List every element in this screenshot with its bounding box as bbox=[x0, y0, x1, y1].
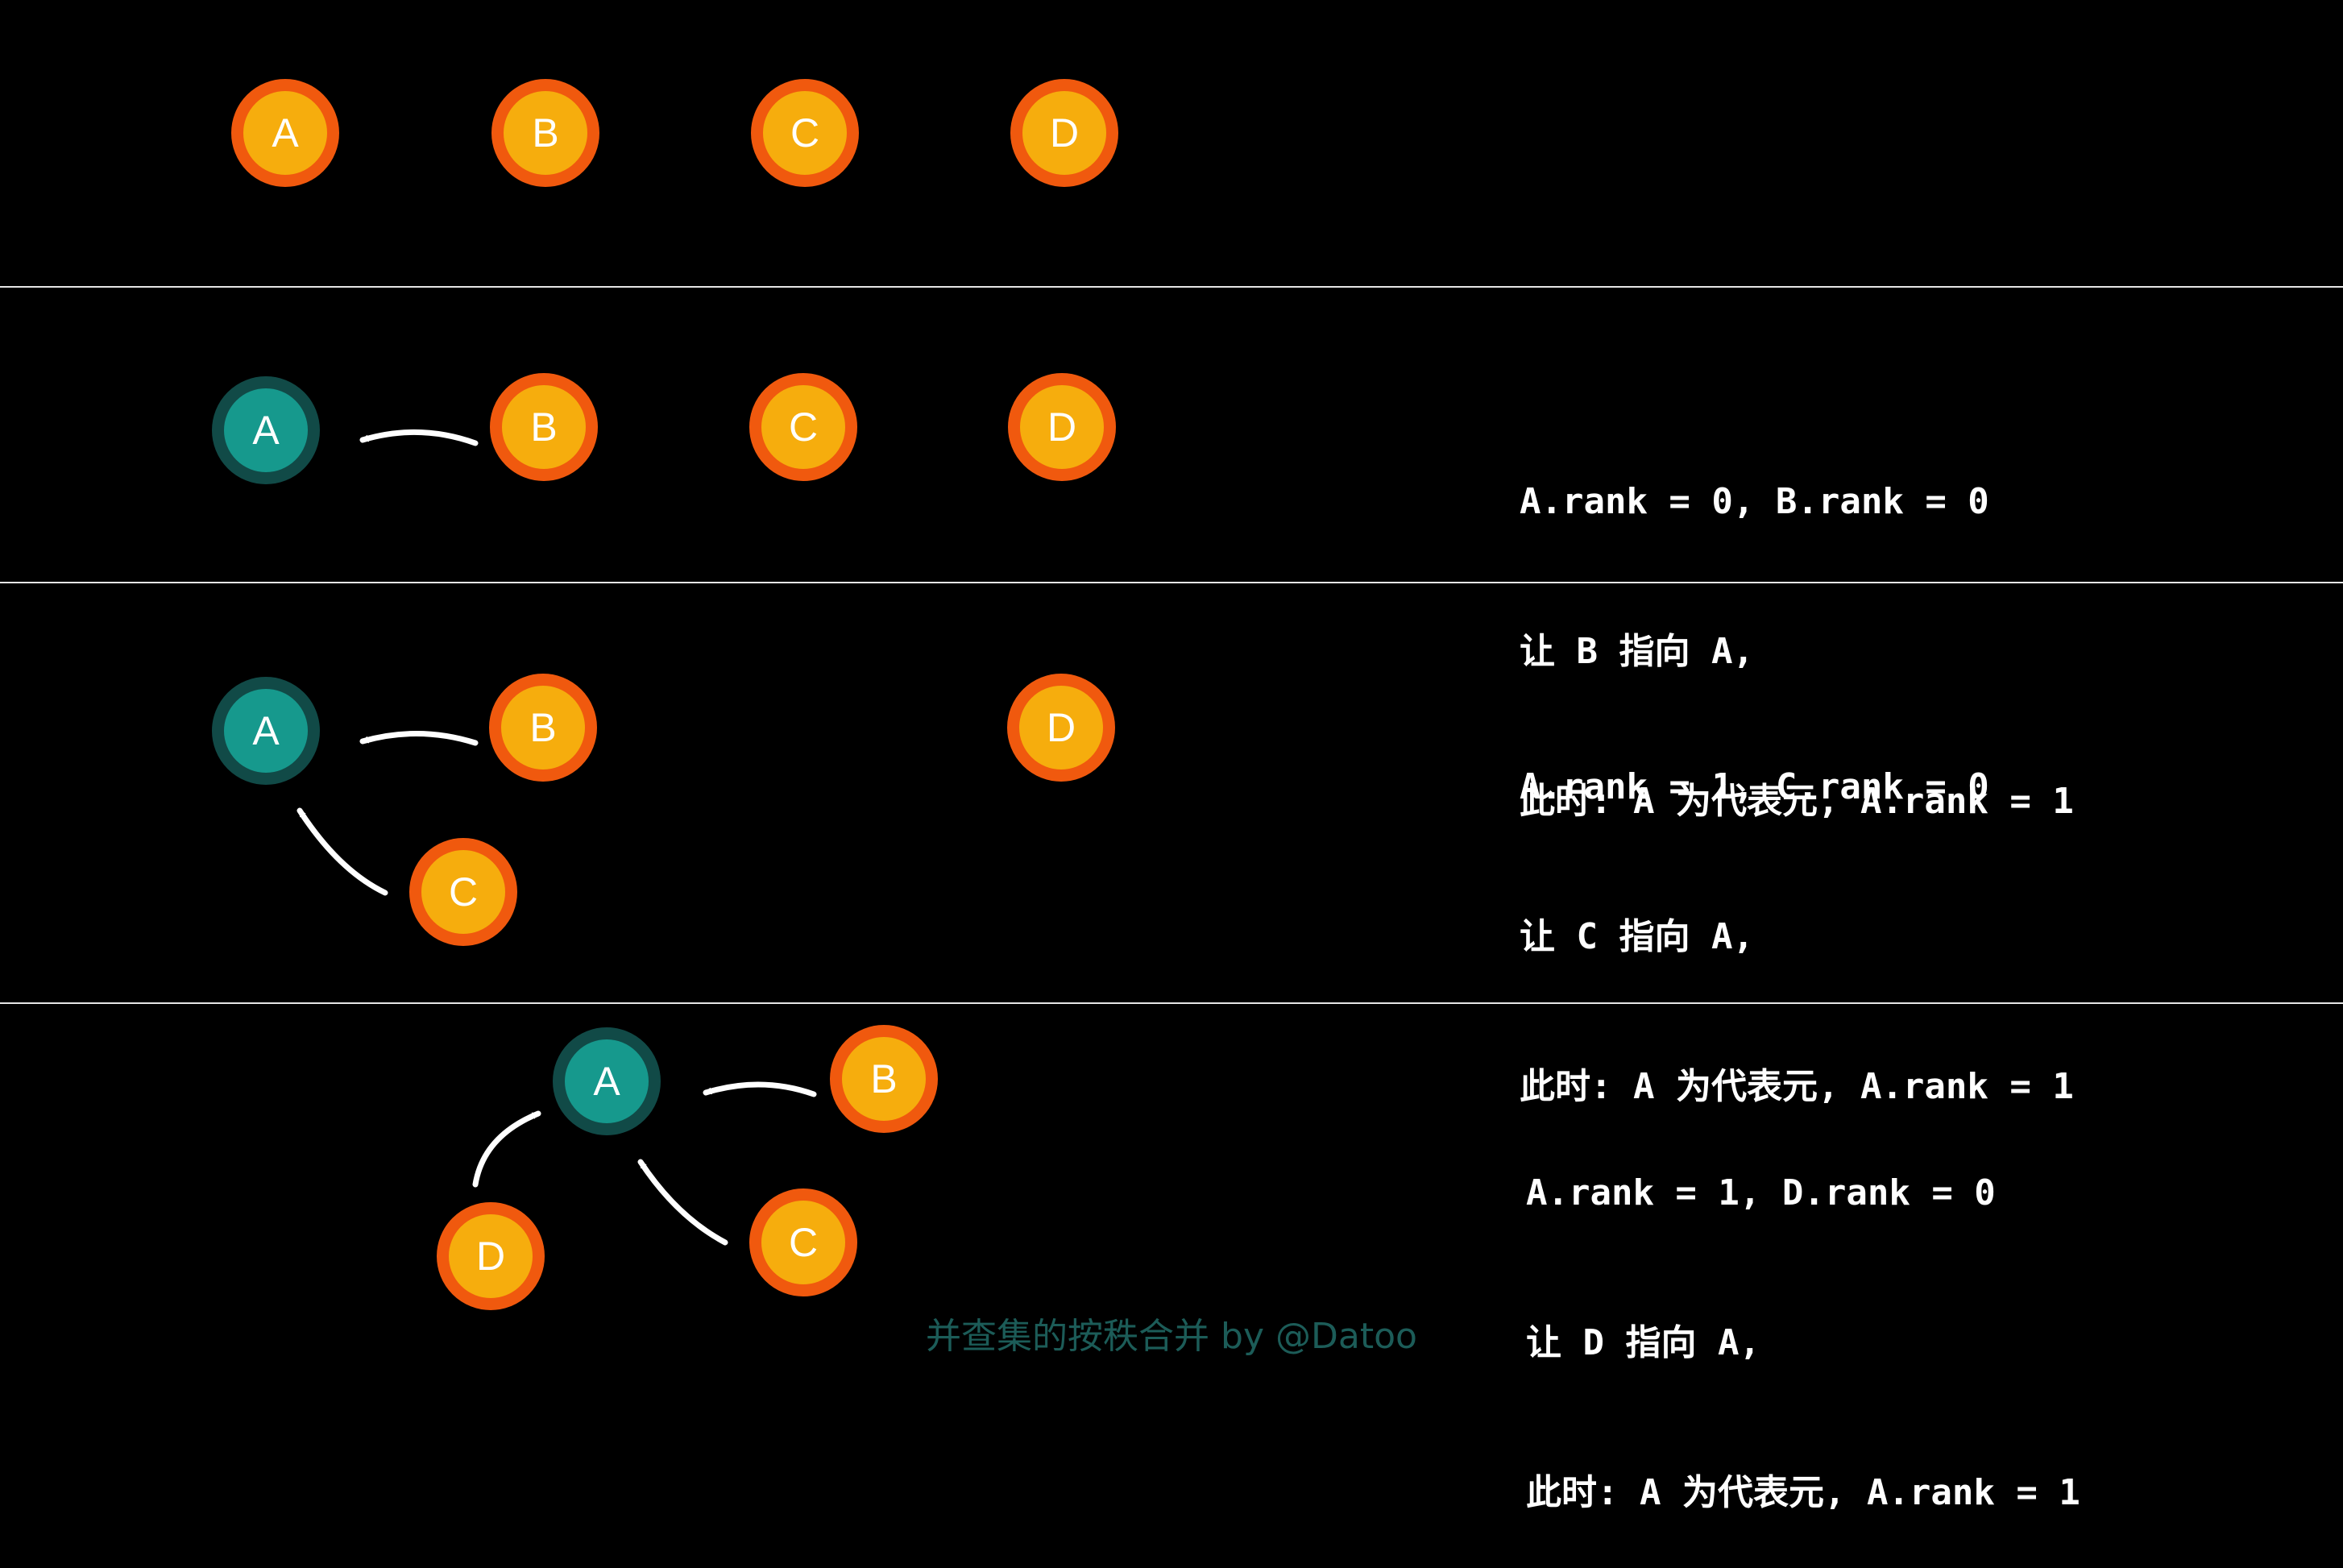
description-line: 让 D 指向 A, bbox=[1526, 1322, 1760, 1363]
panel-divider bbox=[0, 582, 2343, 583]
node-a-root: A bbox=[212, 376, 320, 484]
node-label: D bbox=[1046, 705, 1076, 750]
arrow-b-to-a bbox=[703, 1081, 817, 1097]
node-b: B bbox=[489, 674, 597, 782]
node-b: B bbox=[491, 79, 599, 187]
node-label: D bbox=[1047, 404, 1077, 450]
node-label: D bbox=[475, 1234, 506, 1279]
description-line: 让 B 指向 A, bbox=[1520, 631, 1754, 672]
description-line: A.rank = 1, D.rank = 0 bbox=[1526, 1172, 1996, 1213]
node-c: C bbox=[749, 373, 857, 481]
node-label: A bbox=[272, 110, 299, 156]
arrow-d-to-a bbox=[472, 1110, 541, 1188]
description-line: A.rank = 0, B.rank = 0 bbox=[1520, 481, 1989, 522]
node-d: D bbox=[1010, 79, 1118, 187]
node-label: A bbox=[252, 408, 280, 453]
node-d: D bbox=[437, 1202, 545, 1310]
node-label: C bbox=[788, 404, 819, 450]
node-label: D bbox=[1049, 110, 1080, 156]
node-label: C bbox=[788, 1220, 819, 1265]
node-d: D bbox=[1008, 373, 1116, 481]
node-d: D bbox=[1007, 674, 1115, 782]
arrow-b-to-a bbox=[359, 730, 479, 746]
node-label: A bbox=[252, 708, 280, 753]
node-a-root: A bbox=[553, 1027, 661, 1135]
arrow-c-to-a bbox=[297, 807, 388, 896]
node-label: B bbox=[870, 1056, 898, 1101]
node-a: A bbox=[231, 79, 339, 187]
description-line: 让 C 指向 A, bbox=[1520, 916, 1754, 957]
description-line: 此时: A 为代表元, A.rank = 1 bbox=[1526, 1472, 2080, 1513]
panel-divider bbox=[0, 286, 2343, 288]
node-label: C bbox=[790, 110, 820, 156]
node-c: C bbox=[751, 79, 859, 187]
panel-divider bbox=[0, 1002, 2343, 1004]
node-b: B bbox=[830, 1025, 938, 1133]
node-c: C bbox=[749, 1188, 857, 1296]
node-label: B bbox=[532, 110, 559, 156]
step-description: A.rank = 0, B.rank = 0 让 B 指向 A, 此时: A 为… bbox=[1520, 377, 2074, 877]
description-line: 此时: A 为代表元, A.rank = 1 bbox=[1520, 1066, 2074, 1107]
description-line: A.rank = 1, C.rank = 0 bbox=[1520, 766, 1989, 807]
node-label: B bbox=[530, 404, 558, 450]
step-description: A.rank = 1, C.rank = 0 让 C 指向 A, 此时: A 为… bbox=[1520, 662, 2074, 1162]
footer-credit: 并查集的按秩合并 by @Datoo bbox=[926, 1316, 1417, 1357]
node-c: C bbox=[409, 838, 517, 946]
arrows-layer bbox=[297, 429, 817, 1246]
node-label: B bbox=[529, 705, 557, 750]
node-b: B bbox=[490, 373, 598, 481]
description-line: 此时: A 为代表元, A.rank = 1 bbox=[1520, 781, 2074, 822]
node-label: A bbox=[593, 1059, 620, 1104]
arrow-c-to-a bbox=[637, 1159, 728, 1246]
node-label: C bbox=[448, 869, 479, 915]
arrow-b-to-a bbox=[359, 429, 479, 446]
node-a-root: A bbox=[212, 677, 320, 785]
